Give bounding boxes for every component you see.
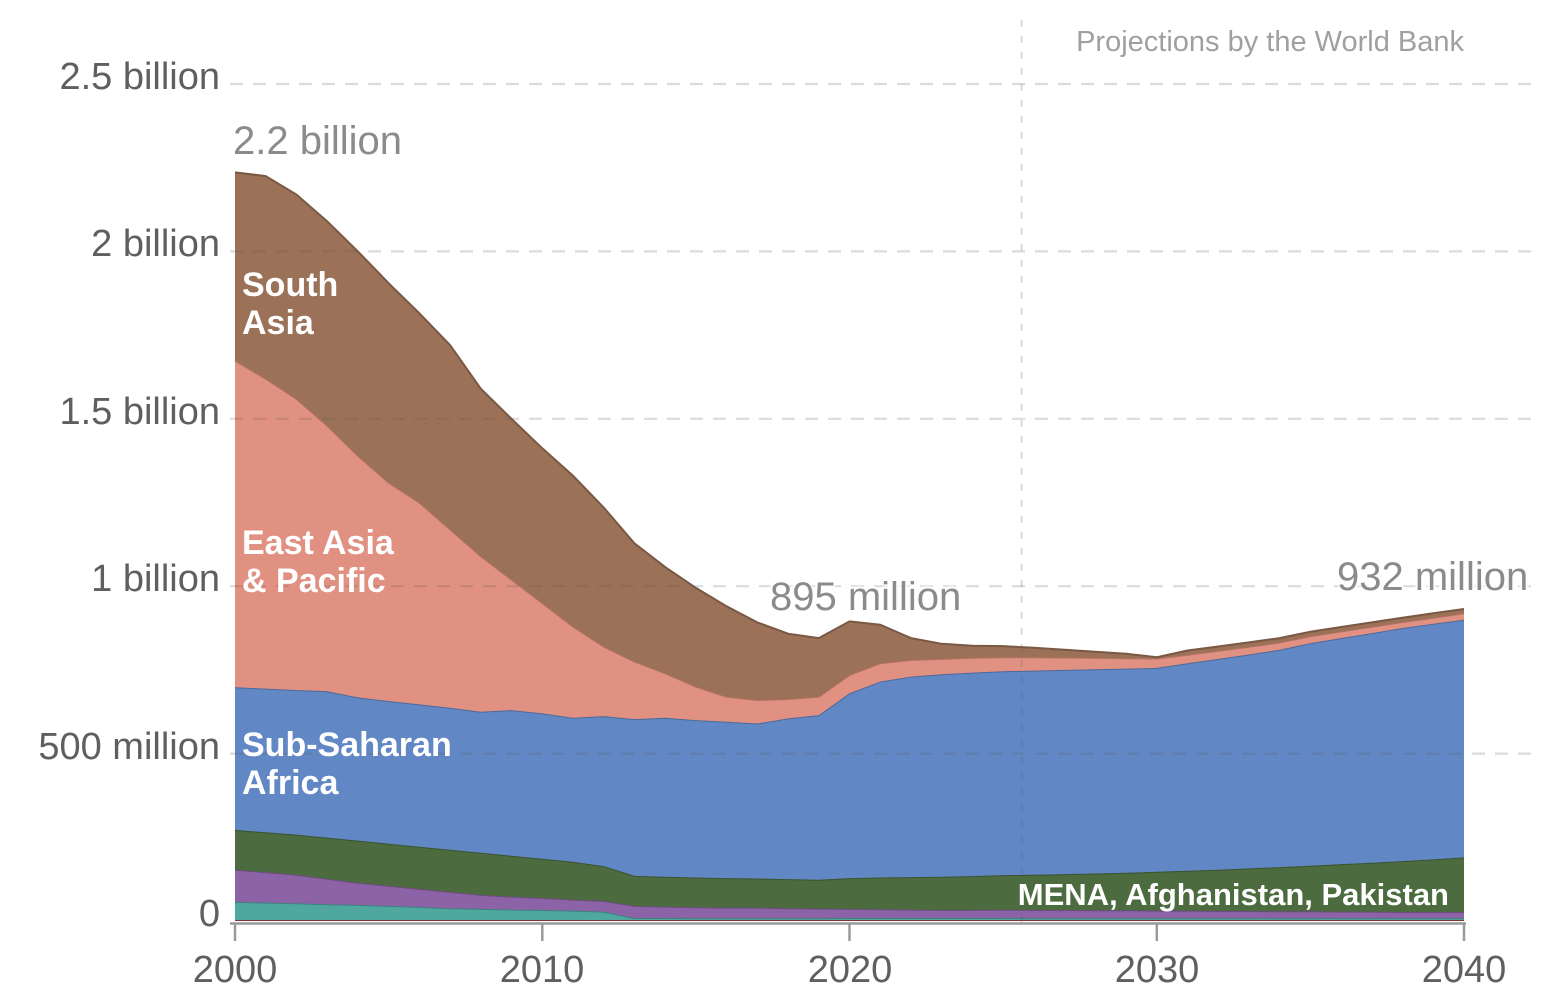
area-label-mena-afghanistan-pakistan: MENA, Afghanistan, Pakistan [1017, 877, 1449, 912]
x-axis-label-2020: 2020 [807, 949, 893, 991]
x-axis-label-2010: 2010 [499, 949, 585, 991]
y-axis-label-1500: 1.5 billion [59, 391, 220, 433]
y-axis-label-2000: 2 billion [91, 223, 220, 265]
area-south-asia [235, 172, 1464, 700]
y-axis-label-2500: 2.5 billion [59, 56, 220, 98]
area-unlabeled-teal [235, 901, 1464, 920]
annotation-2000-peak: 2.2 billion [233, 119, 403, 163]
area-east-asia-pacific [235, 360, 1464, 724]
area-label-south-asia: South Asia [242, 266, 339, 342]
annotation-2040-value: 932 million [1337, 555, 1529, 599]
x-axis-label-2030: 2030 [1114, 949, 1200, 991]
y-axis-label-1000: 1 billion [91, 558, 220, 600]
area-label-east-asia-pacific: East Asia & Pacific [242, 524, 394, 600]
edge-south-asia [234, 171, 1465, 659]
y-axis-label-0: 0 [198, 893, 220, 935]
area-mena-afghanistan-pakistan [235, 829, 1464, 912]
y-axis-label-500: 500 million [38, 726, 220, 768]
projections-note: Projections by the World Bank [1076, 26, 1464, 58]
area-unlabeled-purple [235, 869, 1464, 919]
x-axis-label-2040: 2040 [1421, 949, 1507, 991]
area-sub-saharan-africa [235, 619, 1464, 880]
area-label-sub-saharan-africa: Sub-Saharan Africa [242, 726, 452, 802]
annotation-2020-value: 895 million [770, 575, 962, 619]
x-axis-label-2000: 2000 [192, 949, 278, 991]
